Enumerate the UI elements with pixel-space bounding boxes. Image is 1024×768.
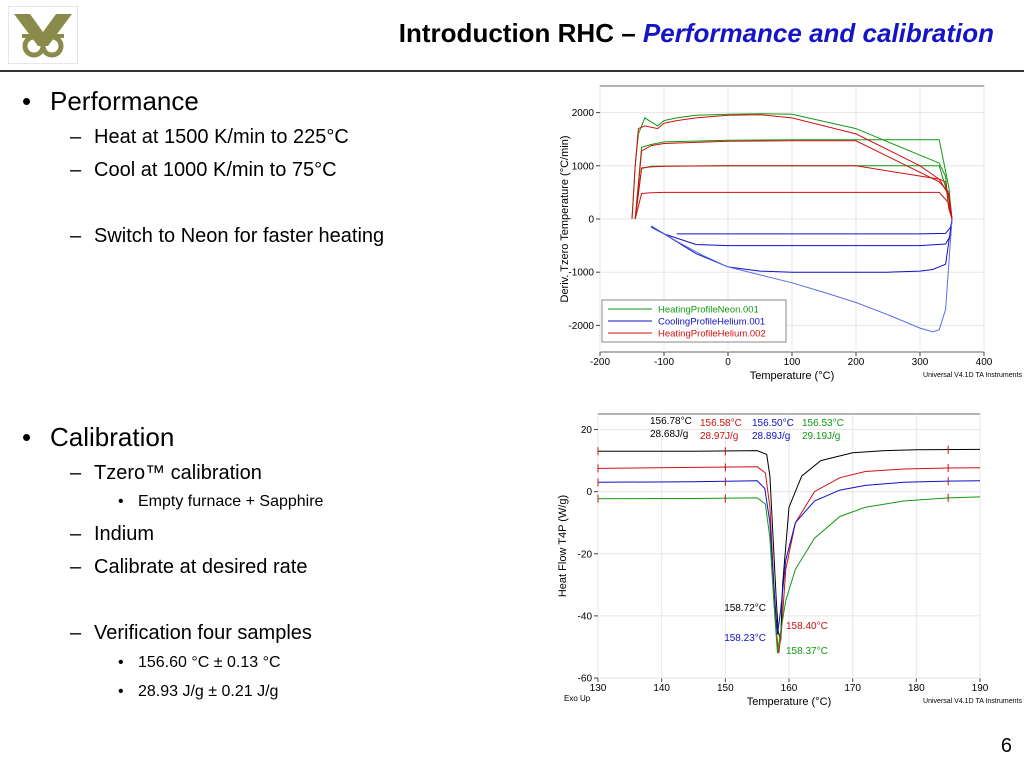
data-label: 158.37°C [786,646,828,657]
y-tick-label: -20 [578,549,593,560]
page-title-plain: Introduction RHC – [398,18,643,48]
data-label: 28.97J/g [700,431,738,442]
bullet-neon-text: Switch to Neon for faster heating [94,225,385,247]
bullet-performance: • Performance [22,86,199,116]
series-line [597,466,981,654]
x-tick-label: 190 [972,683,989,694]
x-tick-label: 400 [976,357,993,368]
bullet-furnace-text: Empty furnace + Sapphire [138,493,324,510]
university-logo [8,6,78,64]
y-tick-label: -40 [578,611,593,622]
x-tick-label: 160 [781,683,798,694]
y-tick-label: -60 [578,674,593,685]
page-number: 6 [1000,735,1012,757]
bullet-heat: – Heat at 1500 K/min to 225°C [70,126,349,148]
data-label: 28.89J/g [752,431,790,442]
data-label: 156.78°C [650,416,692,427]
indium-calibration-chart: 130 140 150 160 170 180 190200-20-40-60Tempera… [557,413,1022,708]
bullet-neon: – Switch to Neon for faster heating [70,225,385,247]
bullet-rate-text: Calibrate at desired rate [94,556,308,578]
bullet-temp-result: • 156.60 °C ± 0.13 °C [118,654,281,671]
instrument-footer: Universal V4.1D TA Instruments [923,372,1022,379]
series-line [634,165,953,220]
y-tick-label: 20 [581,425,593,436]
bullet-heat-text: Heat at 1500 K/min to 225°C [94,126,349,148]
data-label: 156.58°C [700,418,742,429]
x-tick-label: 130 [590,683,607,694]
y-tick-label: -2000 [568,321,594,332]
bullet-furnace: • Empty furnace + Sapphire [118,493,324,510]
y-tick-label: 0 [586,487,592,498]
bullet-temp-result-text: 156.60 °C ± 0.13 °C [138,654,281,671]
series-line [676,218,953,235]
legend-label: HeatingProfileHelium.002 [658,329,766,340]
y-tick-label: 2000 [572,108,595,119]
bullet-calibration: • Calibration [22,422,175,452]
data-label: 158.72°C [724,603,766,614]
legend-label: HeatingProfileNeon.001 [658,305,759,316]
heating-profile-chart: -200 -100 0 100 200 300 400200010000-1000-2000… [559,85,1022,382]
series-line [597,496,981,654]
slide-header: Introduction RHC – Performance and calib… [0,0,1024,70]
y-axis-label: Deriv. Tzero Temperature (°C/min) [559,136,571,303]
x-tick-label: 180 [908,683,925,694]
series-line [631,114,953,220]
bullet-indium-text: Indium [94,523,155,545]
x-tick-label: 0 [725,357,731,368]
data-label: 28.68J/g [650,429,688,440]
x-tick-label: 300 [912,357,929,368]
series-line [597,480,981,635]
bullet-enthalpy-result: • 28.93 J/g ± 0.21 J/g [118,683,279,700]
data-label: 158.40°C [786,621,828,632]
header-divider [0,70,1024,72]
bullet-calibration-text: Calibration [50,422,175,452]
x-axis-label: Temperature (°C) [750,370,834,382]
x-axis-label: Temperature (°C) [747,696,831,708]
bullet-verification: – Verification four samples [70,622,312,644]
data-label: 156.50°C [752,418,794,429]
series-line [634,191,953,220]
bullet-verification-text: Verification four samples [94,622,312,644]
bullet-tzero: – Tzero™ calibration [70,462,262,484]
exo-up-label: Exo Up [564,694,591,703]
bullet-performance-text: Performance [50,86,199,116]
bullet-tzero-text: Tzero™ calibration [94,462,262,484]
x-tick-label: 140 [653,683,670,694]
x-tick-label: 150 [717,683,734,694]
page-title: Introduction RHC – Performance and calib… [399,18,994,49]
instrument-footer: Universal V4.1D TA Instruments [923,698,1022,705]
y-tick-label: -1000 [568,268,594,279]
data-label: 158.23°C [724,633,766,644]
x-tick-label: 100 [784,357,801,368]
bullet-indium: – Indium [70,523,155,545]
data-label: 29.19J/g [802,431,840,442]
series-line [650,218,953,247]
bullet-cool-text: Cool at 1000 K/min to 75°C [94,159,337,181]
y-tick-label: 1000 [572,161,595,172]
bullet-enthalpy-result-text: 28.93 J/g ± 0.21 J/g [138,683,279,700]
series-line [650,218,953,333]
x-tick-label: -100 [654,357,674,368]
series-line [631,113,953,220]
x-tick-label: 200 [848,357,865,368]
y-axis-label: Heat Flow T4P (W/g) [557,495,569,597]
bullet-rate: – Calibrate at desired rate [70,556,308,578]
x-tick-label: 170 [844,683,861,694]
data-label: 156.53°C [802,418,844,429]
legend-label: CoolingProfileHelium.001 [658,317,765,328]
bullet-cool: – Cool at 1000 K/min to 75°C [70,159,337,181]
x-tick-label: -200 [590,357,610,368]
series-line [634,139,953,220]
y-tick-label: 0 [588,215,594,226]
page-title-highlight: Performance and calibration [642,18,994,48]
